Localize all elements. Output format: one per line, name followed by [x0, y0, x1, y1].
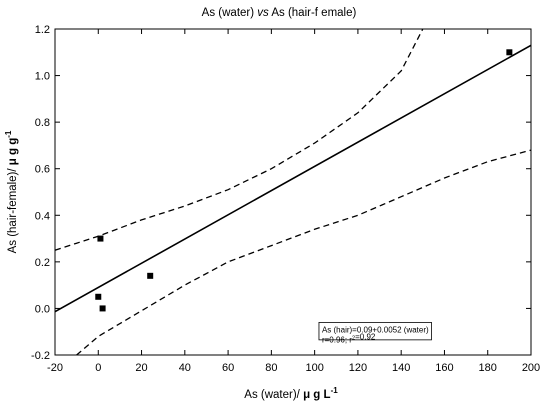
x-tick-label: 80: [265, 362, 277, 374]
y-tick-label: 0.8: [35, 117, 50, 129]
regression-line: [55, 44, 531, 313]
regression-annotation: As (hair)=0.09+0.0052 (water)r=0.96; r2=…: [318, 321, 432, 344]
y-axis-label: As (hair-female)/ μ g g-1: [4, 130, 19, 253]
data-point: [506, 49, 513, 56]
x-tick-label: -20: [47, 362, 63, 374]
data-point: [147, 272, 154, 279]
annotation-equation: As (hair)=0.09+0.0052 (water): [322, 325, 429, 334]
y-tick-label: 0.6: [35, 164, 50, 176]
y-tick-label: 1.2: [35, 24, 50, 36]
x-tick-label: 180: [479, 362, 497, 374]
x-tick-label: 120: [349, 362, 367, 374]
y-tick-label: 0.0: [35, 303, 50, 315]
x-tick-label: 200: [522, 362, 540, 374]
confidence-band-lower: [76, 149, 531, 355]
y-tick-label: -0.2: [31, 350, 50, 362]
y-tick-label: 0.4: [35, 210, 50, 222]
chart-title: As (water) vs As (hair-f emale): [202, 7, 357, 19]
x-tick-label: 140: [392, 362, 410, 374]
data-point: [99, 305, 106, 312]
confidence-band-upper: [55, 29, 424, 251]
x-tick-label: 160: [435, 362, 453, 374]
x-tick-label: 0: [95, 362, 101, 374]
x-tick-label: 60: [222, 362, 234, 374]
x-tick-label: 40: [179, 362, 191, 374]
x-tick-label: 100: [305, 362, 323, 374]
x-tick-label: 20: [135, 362, 147, 374]
x-axis: -20 0 20 40 60 80 100 120 140 160 180 200: [47, 29, 540, 374]
annotation-stats: r=0.96; r2=0.92: [322, 332, 376, 344]
y-tick-label: 1.0: [35, 71, 50, 83]
data-point: [97, 235, 104, 242]
plot-frame: [54, 28, 532, 356]
data-point: [95, 293, 102, 300]
annotation-box: [318, 321, 432, 341]
plot-area: [54, 28, 532, 356]
y-axis: -0.2 0.0 0.2 0.4 0.6 0.8 1.0 1.2: [31, 24, 531, 362]
y-tick-label: 0.2: [35, 257, 50, 269]
x-axis-label: As (water)/ μ g L-1: [244, 386, 338, 401]
